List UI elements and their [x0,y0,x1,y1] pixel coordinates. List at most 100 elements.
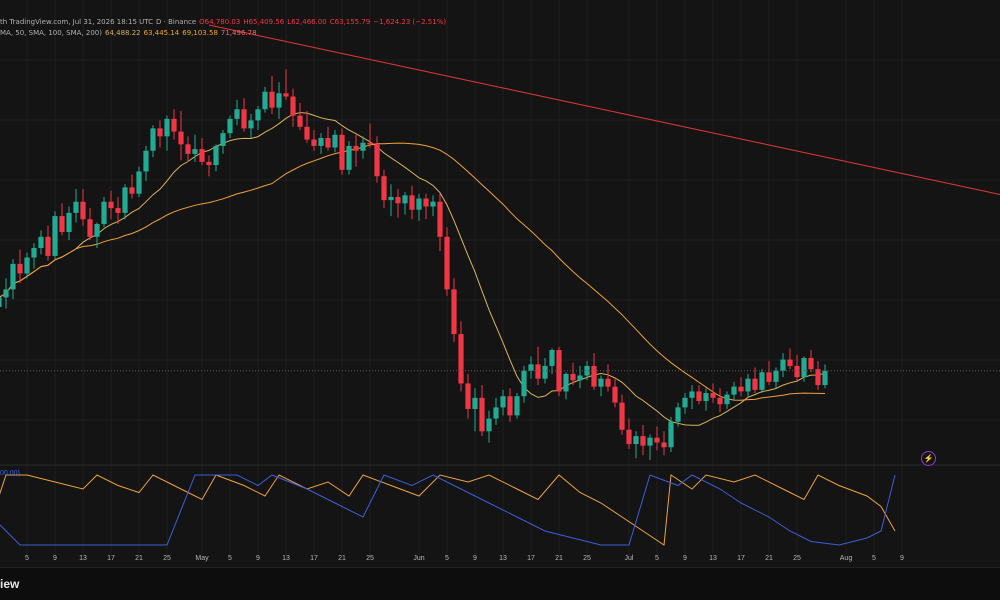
candle-body [724,394,730,405]
candle-body [486,418,492,432]
x-tick-label: 9 [256,555,260,562]
header-change: −1,624.23 (−2.51%) [373,18,447,26]
candle-body [220,133,226,146]
candle-body [339,134,345,170]
candle-body [353,145,359,151]
candle-body [297,115,303,127]
candle-body [143,150,149,172]
candle-body [465,383,471,409]
candle-body [66,212,72,233]
header-low: L62,466.00 [287,18,327,26]
moving-averages [0,24,1000,426]
candle-body [213,145,219,166]
candle-body [38,236,44,248]
candle-body [206,161,212,166]
candle-body [423,198,429,207]
candle-body [164,118,170,137]
candle-body [367,142,373,145]
candle-body [129,187,135,194]
candle-body [248,120,254,129]
x-tick-label: 25 [163,555,171,562]
candle-body [325,137,331,148]
ma-value-1: 64,488.22 [104,29,141,37]
x-tick-label: 25 [366,555,374,562]
x-tick-label: 17 [107,555,115,562]
candle-body [360,142,366,151]
ma-slow-line [208,24,1000,196]
candle-body [822,370,828,386]
candle-body [80,201,86,220]
x-tick-label: 17 [737,555,745,562]
candle-body [731,386,737,395]
header-high: H65,409.56 [243,18,285,26]
chart-canvas[interactable]: 5 9 13 17 21 25 May 5 9 13 17 21 25 Jun 5 9 13 17 21 25 Jul 5… [0,0,1000,567]
candle-body [759,372,765,390]
x-tick-label: 9 [473,555,477,562]
x-tick-label: Aug [840,555,853,562]
candle-body [507,396,513,416]
candle-body [304,126,310,140]
candle-body [122,187,128,213]
candle-body [682,397,688,408]
candle-body [745,378,751,392]
candle-body [633,436,639,445]
candle-body [794,365,800,378]
candle-body [0,297,2,307]
candle-body [752,378,758,390]
candle-body [514,396,520,416]
ma-value-3: 69,103.58 [182,29,218,37]
candle-body [598,378,604,387]
candle-body [192,149,198,154]
candle-body [451,289,457,335]
footer-bar: iew [0,567,1000,600]
candle-body [24,257,30,274]
candle-body [59,216,65,233]
candle-body [654,437,660,443]
x-tick-label: Jun [413,555,424,562]
candle-body [318,137,324,146]
candle-body [409,195,415,210]
header-pair: D · Binance [156,18,197,26]
candle-body [199,149,205,162]
candle-body [94,224,100,237]
footer-brand: iew [0,577,20,591]
candle-body [549,349,555,366]
x-tick-label: 13 [499,555,507,562]
candle-body [766,372,772,382]
candle-body [710,393,716,398]
candle-body [234,109,240,119]
x-tick-label: 13 [79,555,87,562]
lightning-icon[interactable]: ⚡ [921,451,936,466]
header-open: O64,780.03 [199,18,241,26]
candle-body [773,370,779,382]
candle-body [31,247,37,258]
x-tick-label: 13 [709,555,717,562]
oscillator-label: 00.00) [0,470,20,477]
candle-body [17,263,23,274]
candle-body [388,196,394,201]
candle-body [444,236,450,290]
candle-body [577,375,583,381]
osc-line-a [0,474,896,546]
ma-value-4: 71,496.78 [220,29,257,37]
x-tick-label: 21 [338,555,346,562]
candle-body [255,109,261,121]
x-tick-label: 5 [445,555,449,562]
candle-body [73,201,79,213]
candle-body [696,391,702,402]
candle-body [262,91,268,110]
candle-body [269,91,275,108]
x-tick-label: 25 [793,555,801,562]
x-tick-label: 5 [228,555,232,562]
candle-body [808,357,814,370]
candle-body [591,365,597,387]
ma-mid-line [0,142,826,401]
x-tick-label: 21 [135,555,143,562]
candle-body [668,421,674,448]
x-tick-label: 13 [282,555,290,562]
candle-body [542,365,548,379]
candle-body [430,201,436,207]
header-ma: MA, 50, SMA, 100, SMA, 200) 64,488.22 63,4… [0,29,260,37]
x-tick-label: 9 [53,555,57,562]
